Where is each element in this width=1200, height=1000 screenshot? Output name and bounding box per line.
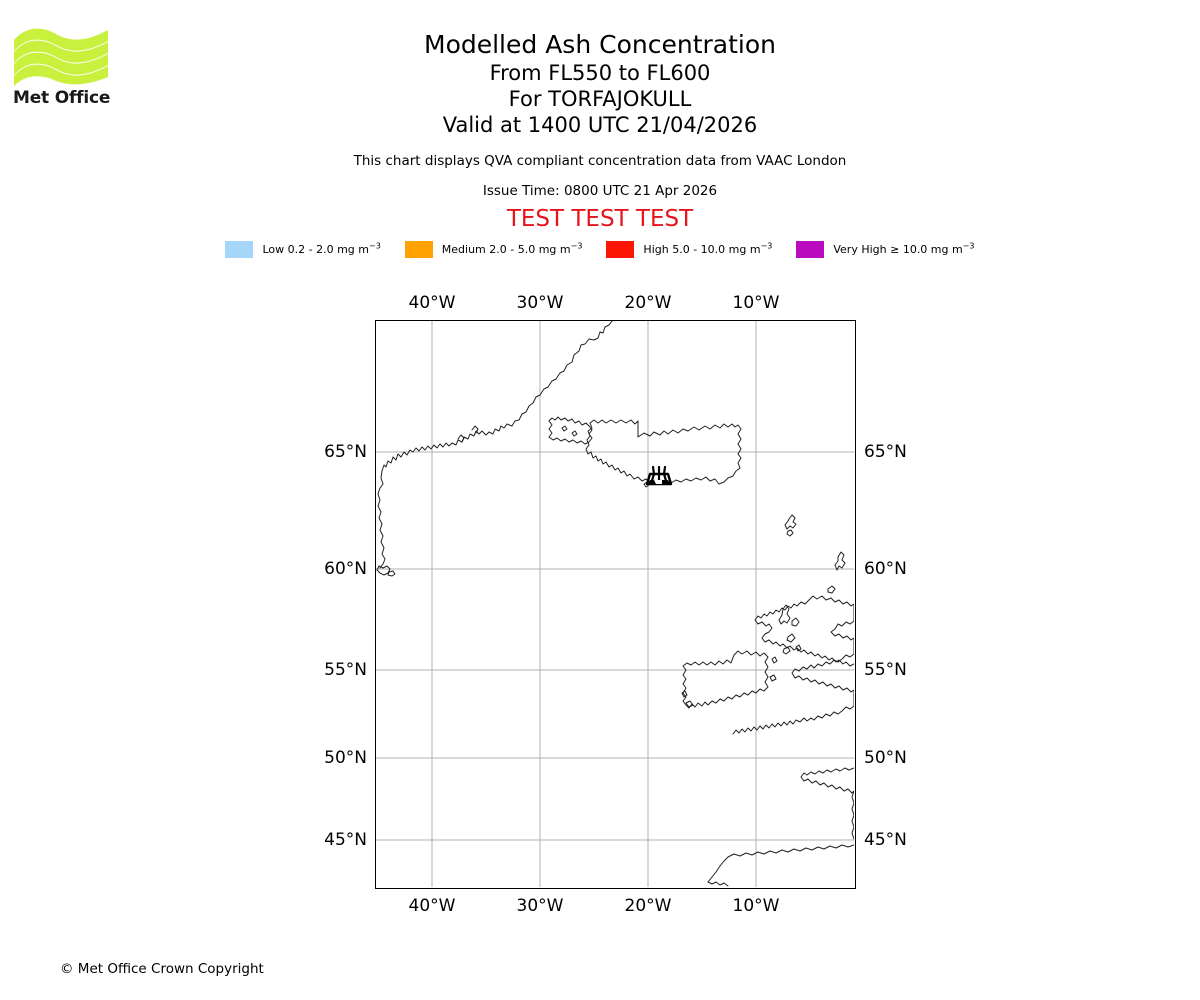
coastline-ireland-southwest-bays	[685, 700, 694, 708]
coastline-orkney	[827, 585, 836, 594]
coastline-iceland-islet-b	[571, 430, 578, 437]
legend-swatch-very-high	[796, 241, 825, 258]
coastline-faroe-islands	[784, 514, 797, 530]
coastline-greenland-islet-a	[387, 570, 396, 577]
legend-label-high: High 5.0 - 10.0 mg m−3	[643, 241, 773, 256]
ytick-right-65n: 65°N	[864, 442, 907, 462]
met-office-logo: Met Office	[12, 24, 122, 114]
coastline-britain-west	[754, 599, 854, 667]
page-title: Modelled Ash Concentration	[424, 30, 776, 59]
map-canvas	[376, 321, 854, 887]
coastline-islay	[782, 646, 791, 655]
xtick-bottom-30w: 30°W	[516, 896, 564, 916]
xtick-bottom-20w: 20°W	[624, 896, 672, 916]
map-plot-frame[interactable]	[375, 320, 856, 889]
coastline-greenland	[377, 321, 613, 569]
ytick-right-60n: 60°N	[864, 559, 907, 579]
xtick-top-10w: 10°W	[732, 293, 780, 313]
coastline-ireland	[682, 650, 769, 709]
met-office-waves-icon	[14, 28, 108, 86]
concentration-legend: Low 0.2 - 2.0 mg m−3 Medium 2.0 - 5.0 mg …	[0, 241, 1200, 258]
coastline-france-west	[851, 790, 854, 840]
xtick-bottom-10w: 10°W	[732, 896, 780, 916]
legend-entry-medium: Medium 2.0 - 5.0 mg m−3	[404, 241, 583, 258]
ytick-right-45n: 45°N	[864, 830, 907, 850]
legend-swatch-high	[606, 241, 635, 258]
coastline-great-britain	[732, 595, 854, 735]
chart-header: Modelled Ash Concentration From FL550 to…	[0, 0, 1200, 232]
legend-swatch-medium	[404, 241, 433, 258]
ytick-right-55n: 55°N	[864, 660, 907, 680]
xtick-bottom-40w: 40°W	[408, 896, 456, 916]
coastline-ireland-islet	[681, 690, 688, 698]
coastline-spain-north	[707, 844, 854, 883]
ytick-left-50n: 50°N	[324, 748, 367, 768]
map-container: 40°W 30°W 20°W 10°W 40°W 30°W 20°W 10°W …	[324, 293, 907, 916]
coastline-faroe-islands-2	[786, 529, 794, 537]
issue-time: Issue Time: 0800 UTC 21 Apr 2026	[482, 183, 718, 199]
valid-time-line: Valid at 1400 UTC 21/04/2026	[442, 113, 758, 137]
qva-note: This chart displays QVA compliant concen…	[353, 153, 847, 169]
legend-label-medium: Medium 2.0 - 5.0 mg m−3	[441, 241, 583, 256]
coastline-france-north	[800, 767, 854, 794]
coastline-spain-nw	[707, 881, 729, 887]
legend-entry-low: Low 0.2 - 2.0 mg m−3	[225, 241, 381, 258]
ytick-left-45n: 45°N	[324, 830, 367, 850]
coastline-greenland-fjord	[471, 425, 479, 434]
volcano-icon[interactable]	[645, 465, 673, 486]
legend-entry-high: High 5.0 - 10.0 mg m−3	[606, 241, 772, 258]
legend-entry-very-high: Very High ≥ 10.0 mg m−3	[796, 241, 975, 258]
ytick-left-55n: 55°N	[324, 660, 367, 680]
test-banner: TEST TEST TEST	[506, 206, 694, 232]
coastline-mull	[786, 633, 796, 643]
coastline-skye	[791, 617, 800, 627]
met-office-wordmark: Met Office	[13, 88, 111, 108]
coastline-iceland-islet-a	[561, 425, 568, 432]
map-graticule	[376, 321, 854, 887]
copyright-footer: © Met Office Crown Copyright	[60, 961, 264, 977]
volcano-name-line: For TORFAJOKULL	[508, 87, 692, 111]
coastline-shetland	[834, 551, 846, 571]
coastline-iceland-westfjords	[548, 416, 593, 445]
coastline-anglesey	[769, 674, 777, 682]
legend-swatch-low	[225, 241, 254, 258]
ytick-left-65n: 65°N	[324, 442, 367, 462]
xtick-top-20w: 20°W	[624, 293, 672, 313]
coastlines	[376, 321, 854, 887]
xtick-top-30w: 30°W	[516, 293, 564, 313]
ytick-left-60n: 60°N	[324, 559, 367, 579]
coastline-cape-farewell	[376, 565, 391, 576]
ytick-right-50n: 50°N	[864, 748, 907, 768]
coastline-outer-hebrides	[778, 604, 791, 625]
xtick-top-40w: 40°W	[408, 293, 456, 313]
coastline-isle-of-man	[771, 656, 778, 664]
coastline-arran	[795, 644, 802, 652]
flight-level-line: From FL550 to FL600	[489, 61, 711, 85]
legend-label-low: Low 0.2 - 2.0 mg m−3	[262, 241, 381, 256]
legend-label-very-high: Very High ≥ 10.0 mg m−3	[833, 241, 975, 256]
coastline-greenland-fjord-2	[457, 434, 465, 443]
